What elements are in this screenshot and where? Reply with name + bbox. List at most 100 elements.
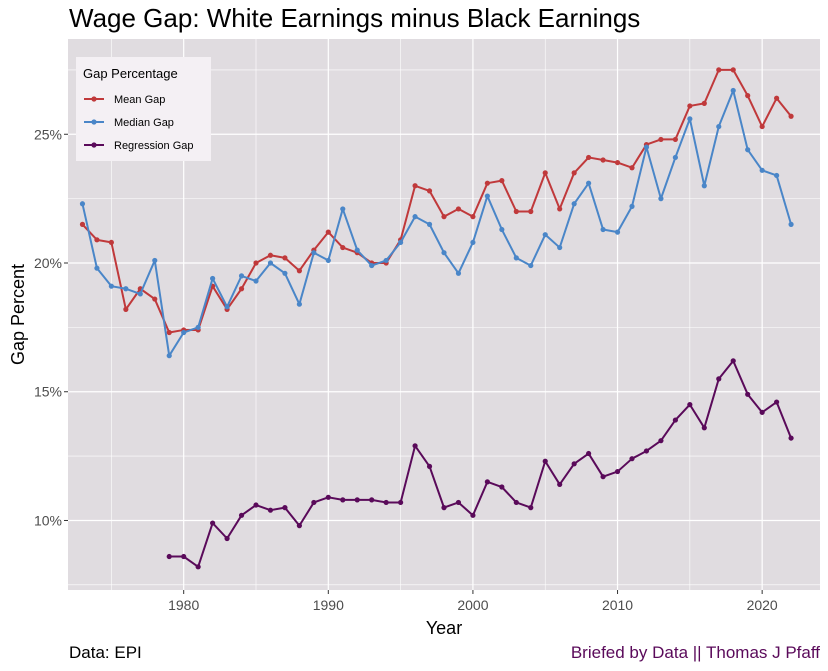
mean-gap-point	[629, 165, 635, 171]
legend-swatch-point	[91, 119, 97, 125]
regression-gap-point	[195, 564, 201, 570]
median-gap-point	[412, 214, 418, 220]
chart-title: Wage Gap: White Earnings minus Black Ear…	[69, 3, 641, 33]
median-gap-point	[340, 206, 346, 212]
median-gap-point	[354, 247, 360, 253]
x-tick-label: 1990	[313, 597, 344, 613]
mean-gap-point	[123, 306, 129, 312]
regression-gap-point	[441, 505, 447, 511]
median-gap-point	[166, 353, 172, 359]
regression-gap-point	[672, 417, 678, 423]
median-gap-point	[672, 154, 678, 161]
mean-gap-point	[340, 244, 346, 251]
regression-gap-point	[774, 399, 780, 405]
mean-gap-point	[166, 329, 172, 336]
mean-gap-point	[774, 95, 780, 101]
legend-item-median-gap: Median Gap	[84, 117, 174, 129]
legend-box	[76, 57, 211, 161]
regression-gap-point	[687, 402, 693, 408]
mean-gap-point	[586, 154, 592, 161]
regression-gap-point	[238, 512, 245, 518]
legend-swatch-point	[91, 142, 97, 148]
mean-gap-point	[253, 260, 259, 266]
mean-gap-point	[325, 229, 331, 235]
median-gap-point	[687, 116, 693, 122]
regression-gap-point	[181, 553, 187, 560]
median-gap-point	[94, 265, 100, 271]
median-gap-point	[325, 257, 331, 264]
median-gap-point	[484, 193, 490, 199]
median-gap-point	[571, 201, 577, 207]
median-gap-point	[282, 270, 288, 276]
regression-gap-point	[166, 553, 172, 560]
regression-gap-point	[383, 499, 389, 506]
regression-gap-point	[528, 505, 534, 511]
regression-gap-point	[499, 484, 505, 490]
regression-gap-point	[614, 468, 621, 475]
y-axis-title: Gap Percent	[8, 264, 28, 365]
mean-gap-point	[557, 206, 563, 212]
mean-gap-point	[441, 214, 447, 220]
regression-gap-point	[571, 461, 577, 467]
mean-gap-point	[614, 159, 621, 166]
mean-gap-point	[499, 178, 505, 184]
mean-gap-point	[600, 157, 606, 163]
mean-gap-point	[267, 252, 274, 258]
median-gap-point	[267, 260, 274, 266]
mean-gap-point	[426, 188, 433, 194]
median-gap-point	[383, 257, 389, 264]
median-gap-point	[513, 255, 519, 261]
median-gap-point	[745, 147, 751, 153]
regression-gap-point	[340, 497, 346, 503]
median-gap-point	[108, 283, 114, 289]
mean-gap-point	[701, 100, 707, 106]
regression-gap-point	[455, 499, 462, 506]
mean-gap-point	[571, 170, 577, 176]
regression-gap-point	[759, 409, 765, 415]
mean-gap-point	[542, 170, 548, 176]
mean-gap-point	[513, 208, 519, 215]
median-gap-point	[181, 329, 187, 336]
mean-gap-point	[470, 214, 476, 220]
mean-gap-point	[788, 113, 794, 119]
regression-gap-point	[354, 497, 360, 503]
median-gap-point	[369, 262, 375, 269]
legend-item-mean-gap: Mean Gap	[84, 94, 165, 106]
median-gap-point	[224, 304, 230, 310]
mean-gap-point	[152, 296, 158, 302]
median-gap-point	[499, 226, 505, 233]
regression-gap-point	[557, 481, 563, 488]
tick-labels: 1980 1990 2000 2010 2020 10% 15% 20% 25%	[34, 126, 778, 613]
median-gap-point	[152, 257, 158, 264]
median-gap-series	[79, 87, 794, 359]
regression-gap-point	[745, 391, 751, 397]
mean-gap-point	[730, 67, 736, 73]
minor-gridlines	[68, 39, 820, 590]
median-gap-point	[210, 275, 216, 282]
x-axis-title: Year	[426, 618, 462, 638]
legend-item-regression-gap: Regression Gap	[84, 140, 194, 152]
regression-gap-point	[513, 499, 519, 506]
median-gap-point	[528, 262, 534, 269]
regression-gap-point	[716, 376, 722, 382]
regression-gap-point	[426, 463, 433, 470]
series-layer	[79, 67, 794, 570]
regression-gap-point	[267, 507, 274, 513]
median-gap-point	[441, 250, 447, 256]
regression-gap-point	[311, 499, 317, 506]
x-tick-label: 1980	[168, 597, 199, 613]
regression-gap-series	[166, 358, 794, 570]
median-gap-point	[586, 180, 592, 186]
regression-gap-point	[253, 502, 259, 508]
median-gap-point	[296, 301, 302, 307]
mean-gap-point	[455, 206, 462, 212]
legend-label: Mean Gap	[114, 94, 165, 106]
regression-gap-point	[210, 520, 216, 526]
median-gap-point	[470, 239, 476, 246]
y-tick-label: 15%	[34, 384, 62, 400]
mean-gap-point	[79, 221, 86, 227]
median-gap-point	[123, 286, 129, 292]
y-tick-label: 25%	[34, 126, 62, 142]
median-gap-point	[557, 244, 563, 251]
legend-label: Regression Gap	[114, 140, 194, 152]
